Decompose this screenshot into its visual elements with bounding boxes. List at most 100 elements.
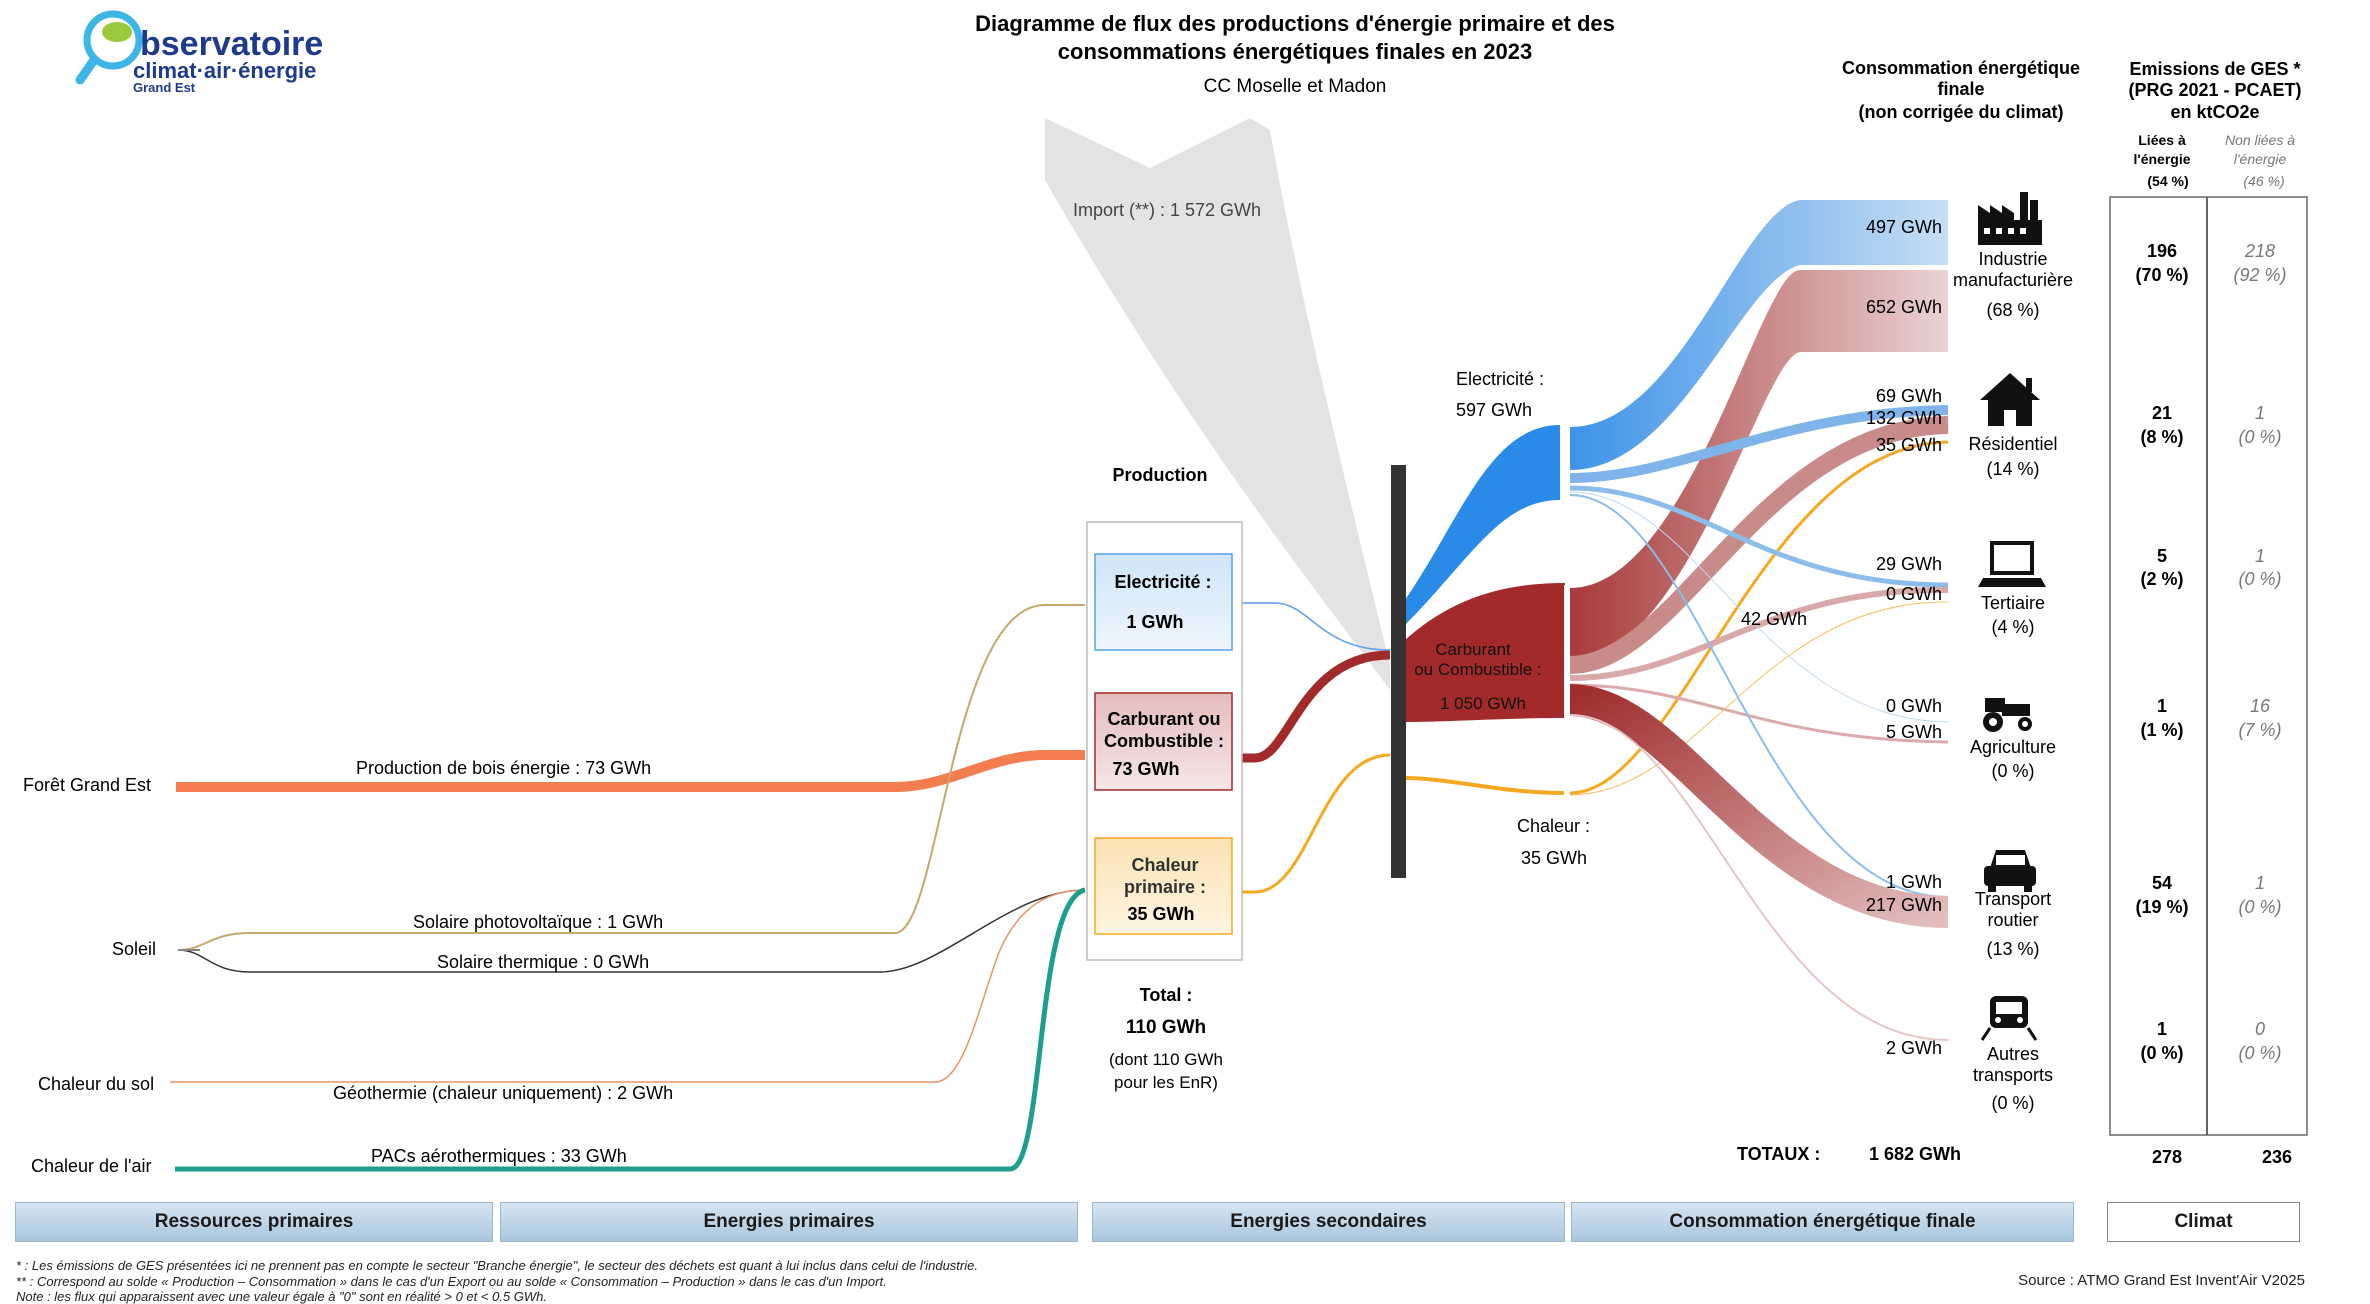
ges-header-l3: en ktCO2e <box>2170 102 2259 122</box>
sec-elec-l1: Electricité : <box>1456 369 1544 389</box>
import-label: Import (**) : 1 572 GWh <box>1073 200 1261 220</box>
ges-energy-value: 5 <box>2157 546 2167 566</box>
ges-nonenergy-value: 1 <box>2255 873 2265 893</box>
logo-line3: Grand Est <box>133 80 196 95</box>
ges-energy-value: 21 <box>2152 403 2172 423</box>
observatoire-logo: bservatoire climat·air·énergie Grand Est <box>75 10 323 95</box>
ges-energy-pct: (0 %) <box>2140 1043 2183 1063</box>
ges-table-frame <box>2109 196 2308 1136</box>
source-note: Source : ATMO Grand Est Invent'Air V2025 <box>2018 1272 2305 1289</box>
ges-nonenergy-pct: (92 %) <box>2233 265 2286 285</box>
prod-elec-l2: 1 GWh <box>1127 612 1184 632</box>
sector-flow-label: 29 GWh <box>1876 554 1942 574</box>
totals-value: 1 682 GWh <box>1869 1144 1961 1164</box>
sector-flow-label: 5 GWh <box>1886 722 1942 742</box>
source-soleil: Soleil <box>112 939 156 959</box>
total-l3: (dont 110 GWh <box>1109 1050 1223 1069</box>
prod-carb-box <box>1094 692 1233 791</box>
sec-chal-l2: 35 GWh <box>1521 848 1587 868</box>
prod-carb-l2: Combustible : <box>1104 731 1224 751</box>
sector-flow-label: 0 GWh <box>1886 696 1942 716</box>
logo-line2: climat·air·énergie <box>133 58 316 83</box>
totals-ges-n: 236 <box>2262 1147 2292 1167</box>
sector-pct: (4 %) <box>1991 617 2034 637</box>
carb-node-sep <box>1564 585 1568 718</box>
ges-lie-l1: Liées à <box>2138 132 2186 148</box>
title-line1: Diagramme de flux des productions d'éner… <box>975 11 1615 36</box>
sec-elec-l2: 597 GWh <box>1456 400 1532 420</box>
prod-elec-box <box>1094 553 1233 651</box>
sector-name-line2: transports <box>1973 1065 2053 1085</box>
sector-name: Tertiaire <box>1981 593 2045 613</box>
sector-pct: (0 %) <box>1991 1093 2034 1113</box>
bar-consommation-finale: Consommation énergétique finale <box>1571 1202 2074 1242</box>
sector-flow-label: 2 GWh <box>1886 1038 1942 1058</box>
solar-thermal-flow <box>177 889 1086 973</box>
sector-name: Transport <box>1975 889 2051 909</box>
ges-energy-pct: (2 %) <box>2140 569 2183 589</box>
house-icon <box>1980 373 2040 426</box>
sector-name: Résidentiel <box>1968 434 2057 454</box>
cons-header-l3: (non corrigée du climat) <box>1858 102 2063 122</box>
ges-nonenergy-pct: (7 %) <box>2238 720 2281 740</box>
bar-ressources-primaires: Ressources primaires <box>15 1202 493 1242</box>
prod-chal-l2: primaire : <box>1124 877 1206 897</box>
ges-nonenergy-value: 0 <box>2255 1019 2265 1039</box>
bar-energies-secondaires: Energies secondaires <box>1092 1202 1565 1242</box>
ges-nonenergy-value: 218 <box>2244 241 2275 261</box>
sec-mid-label: 42 GWh <box>1741 609 1807 629</box>
ges-nonlie-pct: (46 %) <box>2243 173 2284 189</box>
footnote-3: Note : les flux qui apparaissent avec un… <box>16 1289 547 1304</box>
ges-nonlie-l1: Non liées à <box>2225 132 2295 148</box>
flow-label-geo: Géothermie (chaleur uniquement) : 2 GWh <box>333 1083 673 1103</box>
ges-nonenergy-pct: (0 %) <box>2238 569 2281 589</box>
factory-icon <box>1978 192 2042 245</box>
ges-energy-pct: (8 %) <box>2140 427 2183 447</box>
sector-flow-label: 652 GWh <box>1866 297 1942 317</box>
prod-elec-l1: Electricité : <box>1114 572 1211 592</box>
ges-energy-value: 196 <box>2147 241 2177 261</box>
geothermal-flow <box>170 889 1086 1083</box>
ges-nonlie-l2: l'énergie <box>2234 151 2287 167</box>
elec-node-sep <box>1564 427 1568 501</box>
secondary-flows <box>1404 425 1566 795</box>
sector-flow-label: 35 GWh <box>1876 435 1942 455</box>
bar-energies-primaires: Energies primaires <box>500 1202 1078 1242</box>
wood-flow <box>176 750 1085 792</box>
total-l1: Total : <box>1140 985 1193 1005</box>
air-heat-flow <box>175 887 1086 1172</box>
sec-carb-l1: Carburant <box>1435 640 1511 659</box>
solar-pv-flow <box>177 604 1085 951</box>
central-hub-bar <box>1391 465 1406 878</box>
sector-name: Autres <box>1987 1044 2039 1064</box>
sector-flow-label: 0 GWh <box>1886 584 1942 604</box>
ges-header-l1: Emissions de GES * <box>2129 59 2300 79</box>
total-l4: pour les EnR) <box>1114 1073 1218 1092</box>
title-subtitle: CC Moselle et Madon <box>1204 76 1387 97</box>
tractor-icon <box>1983 698 2032 732</box>
ges-header-l2: (PRG 2021 - PCAET) <box>2128 80 2301 100</box>
ges-energy-pct: (19 %) <box>2135 897 2188 917</box>
totals-ges-e: 278 <box>2152 1147 2182 1167</box>
sec-carb-l3: 1 050 GWh <box>1440 694 1526 713</box>
sec-chal-l1: Chaleur : <box>1517 816 1590 836</box>
car-icon <box>1984 850 2036 892</box>
ges-lie-pct: (54 %) <box>2147 173 2188 189</box>
ges-nonenergy-pct: (0 %) <box>2238 427 2281 447</box>
title-line2: consommations énergétiques finales en 20… <box>1058 39 1532 64</box>
flow-label-pac: PACs aérothermiques : 33 GWh <box>371 1146 627 1166</box>
flow-label-thermique: Solaire thermique : 0 GWh <box>437 952 649 972</box>
prod-carb-l3: 73 GWh <box>1112 759 1179 779</box>
sector-flow-label: 1 GWh <box>1886 872 1942 892</box>
elec-prod-to-hub <box>1240 602 1391 651</box>
total-l2: 110 GWh <box>1126 1017 1206 1038</box>
sector-name: Agriculture <box>1970 737 2056 757</box>
prod-chal-l1: Chaleur <box>1131 855 1198 875</box>
flow-label-pv: Solaire photovoltaïque : 1 GWh <box>413 912 663 932</box>
source-air: Chaleur de l'air <box>31 1156 152 1176</box>
sector-name-line2: manufacturière <box>1953 270 2073 290</box>
ges-nonenergy-pct: (0 %) <box>2238 1043 2281 1063</box>
ges-nonenergy-value: 16 <box>2250 696 2271 716</box>
